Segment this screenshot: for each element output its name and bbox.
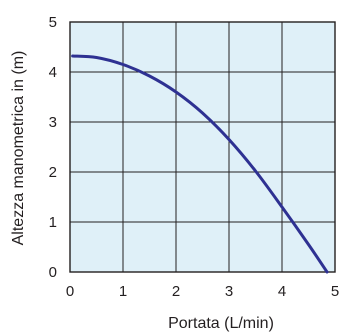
- x-tick-label: 0: [66, 283, 74, 300]
- y-axis-label: Altezza manometrica in (m): [10, 51, 27, 246]
- x-tick-label: 3: [225, 283, 233, 300]
- y-tick-label: 1: [49, 214, 57, 231]
- series-layer: [71, 54, 329, 274]
- pump-curve-line: [71, 54, 329, 274]
- x-axis-label: Portata (L/min): [168, 315, 274, 332]
- y-tick-label: 5: [49, 14, 57, 31]
- y-tick-label: 2: [49, 164, 57, 181]
- y-tick-label: 3: [49, 114, 57, 131]
- y-tick-label: 0: [49, 264, 57, 281]
- x-tick-label: 2: [172, 283, 180, 300]
- x-tick-label: 5: [331, 283, 339, 300]
- plot-area: [69, 21, 336, 273]
- x-tick-label: 1: [119, 283, 127, 300]
- y-tick-label: 4: [49, 64, 57, 81]
- x-tick-labels: 0 1 2 3 4 5: [66, 283, 339, 300]
- y-tick-labels: 0 1 2 3 4 5: [49, 14, 57, 281]
- x-tick-label: 4: [278, 283, 286, 300]
